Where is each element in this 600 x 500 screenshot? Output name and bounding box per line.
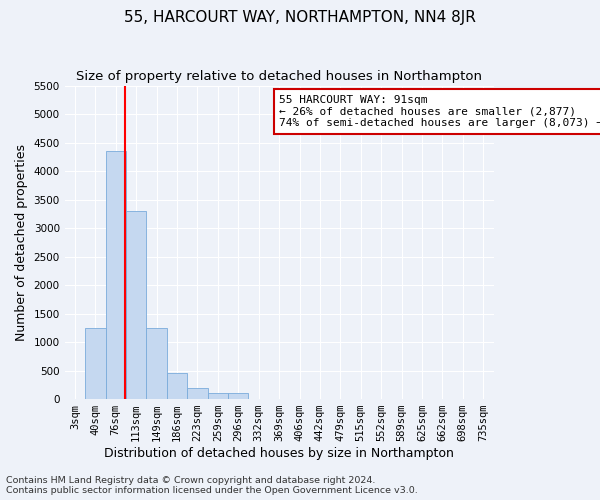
Text: 55, HARCOURT WAY, NORTHAMPTON, NN4 8JR: 55, HARCOURT WAY, NORTHAMPTON, NN4 8JR — [124, 10, 476, 25]
Bar — [126, 211, 146, 399]
Bar — [146, 328, 167, 399]
Text: 55 HARCOURT WAY: 91sqm
← 26% of detached houses are smaller (2,877)
74% of semi-: 55 HARCOURT WAY: 91sqm ← 26% of detached… — [279, 95, 600, 128]
X-axis label: Distribution of detached houses by size in Northampton: Distribution of detached houses by size … — [104, 447, 454, 460]
Title: Size of property relative to detached houses in Northampton: Size of property relative to detached ho… — [76, 70, 482, 83]
Y-axis label: Number of detached properties: Number of detached properties — [15, 144, 28, 341]
Bar — [106, 151, 126, 399]
Bar — [187, 388, 208, 399]
Bar — [85, 328, 106, 399]
Bar — [208, 394, 228, 399]
Text: Contains HM Land Registry data © Crown copyright and database right 2024.
Contai: Contains HM Land Registry data © Crown c… — [6, 476, 418, 495]
Bar — [167, 374, 187, 399]
Bar — [228, 394, 248, 399]
